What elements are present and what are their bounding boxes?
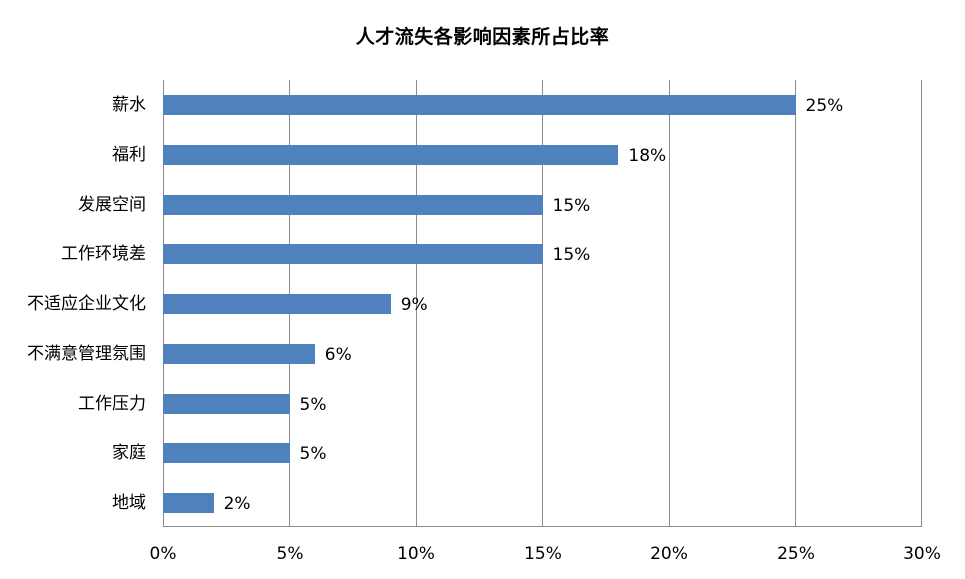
category-label: 福利 bbox=[112, 145, 146, 165]
bar bbox=[163, 195, 543, 215]
data-label: 25% bbox=[805, 96, 844, 116]
x-axis-line bbox=[163, 526, 922, 527]
category-label: 家庭 bbox=[112, 443, 146, 463]
bar bbox=[163, 443, 290, 463]
x-tick-label: 5% bbox=[276, 544, 304, 564]
category-label: 工作压力 bbox=[78, 394, 146, 414]
data-label: 5% bbox=[299, 395, 327, 415]
x-tick-label: 20% bbox=[650, 544, 688, 564]
bar bbox=[163, 145, 619, 165]
chart-title: 人才流失各影响因素所占比率 bbox=[355, 26, 610, 48]
x-tick-label: 30% bbox=[903, 544, 941, 564]
bar bbox=[163, 294, 391, 314]
gridline-10 bbox=[416, 80, 417, 527]
data-label: 18% bbox=[628, 146, 667, 166]
bar bbox=[163, 244, 543, 264]
data-label: 6% bbox=[324, 345, 352, 365]
category-label: 工作环境差 bbox=[61, 244, 146, 264]
bar bbox=[163, 344, 315, 364]
data-label: 15% bbox=[552, 245, 591, 265]
category-label: 地域 bbox=[112, 493, 146, 513]
x-tick-label: 25% bbox=[777, 544, 815, 564]
data-label: 2% bbox=[223, 494, 251, 514]
gridline-30 bbox=[921, 80, 922, 527]
category-label: 不满意管理氛围 bbox=[27, 344, 146, 364]
bar bbox=[163, 95, 796, 115]
data-label: 15% bbox=[552, 196, 591, 216]
bar bbox=[163, 493, 214, 513]
gridline-15 bbox=[542, 80, 543, 527]
data-label: 9% bbox=[400, 295, 428, 315]
bar bbox=[163, 394, 290, 414]
data-label: 5% bbox=[299, 444, 327, 464]
gridline-20 bbox=[669, 80, 670, 527]
category-label: 薪水 bbox=[112, 95, 146, 115]
plot-area: 25% 18% 15% 15% 9% 6% 5% 5% 2% bbox=[163, 80, 922, 527]
category-label: 发展空间 bbox=[78, 195, 146, 215]
x-tick-label: 10% bbox=[397, 544, 435, 564]
x-tick-label: 15% bbox=[524, 544, 562, 564]
x-tick-label: 0% bbox=[149, 544, 177, 564]
gridline-25 bbox=[795, 80, 796, 527]
category-label: 不适应企业文化 bbox=[27, 294, 146, 314]
